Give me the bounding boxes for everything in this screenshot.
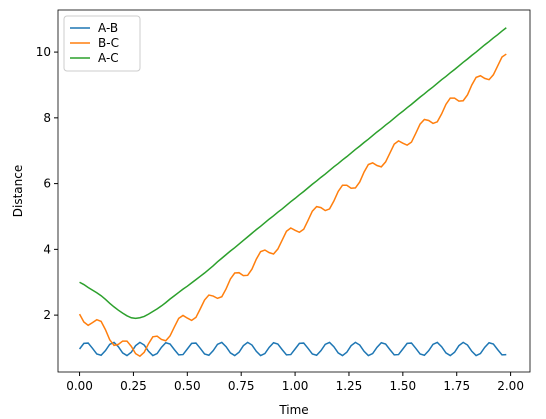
y-tick-label: 6 (43, 177, 51, 191)
x-tick-label: 2.00 (497, 379, 524, 393)
y-tick-label: 8 (43, 111, 51, 125)
legend-label: A-C (98, 51, 119, 65)
x-tick-label: 0.75 (228, 379, 255, 393)
series-line (78, 53, 507, 358)
x-tick-label: 1.75 (443, 379, 470, 393)
y-tick-label: 10 (36, 45, 51, 59)
x-tick-label: 1.00 (282, 379, 309, 393)
plot-frame (57, 9, 531, 373)
legend-label: B-C (98, 36, 119, 50)
x-axis-label: Time (278, 403, 308, 417)
y-axis-label: Distance (11, 165, 25, 217)
x-tick-label: 0.00 (66, 379, 93, 393)
x-tick-label: 0.25 (120, 379, 147, 393)
series-line (79, 27, 507, 320)
legend-label: A-B (98, 21, 118, 35)
x-tick-label: 0.50 (174, 379, 201, 393)
series-line (78, 341, 507, 357)
x-tick-label: 1.25 (336, 379, 363, 393)
y-tick-label: 4 (43, 242, 51, 256)
x-tick-label: 1.50 (389, 379, 416, 393)
y-tick-label: 2 (43, 308, 51, 322)
